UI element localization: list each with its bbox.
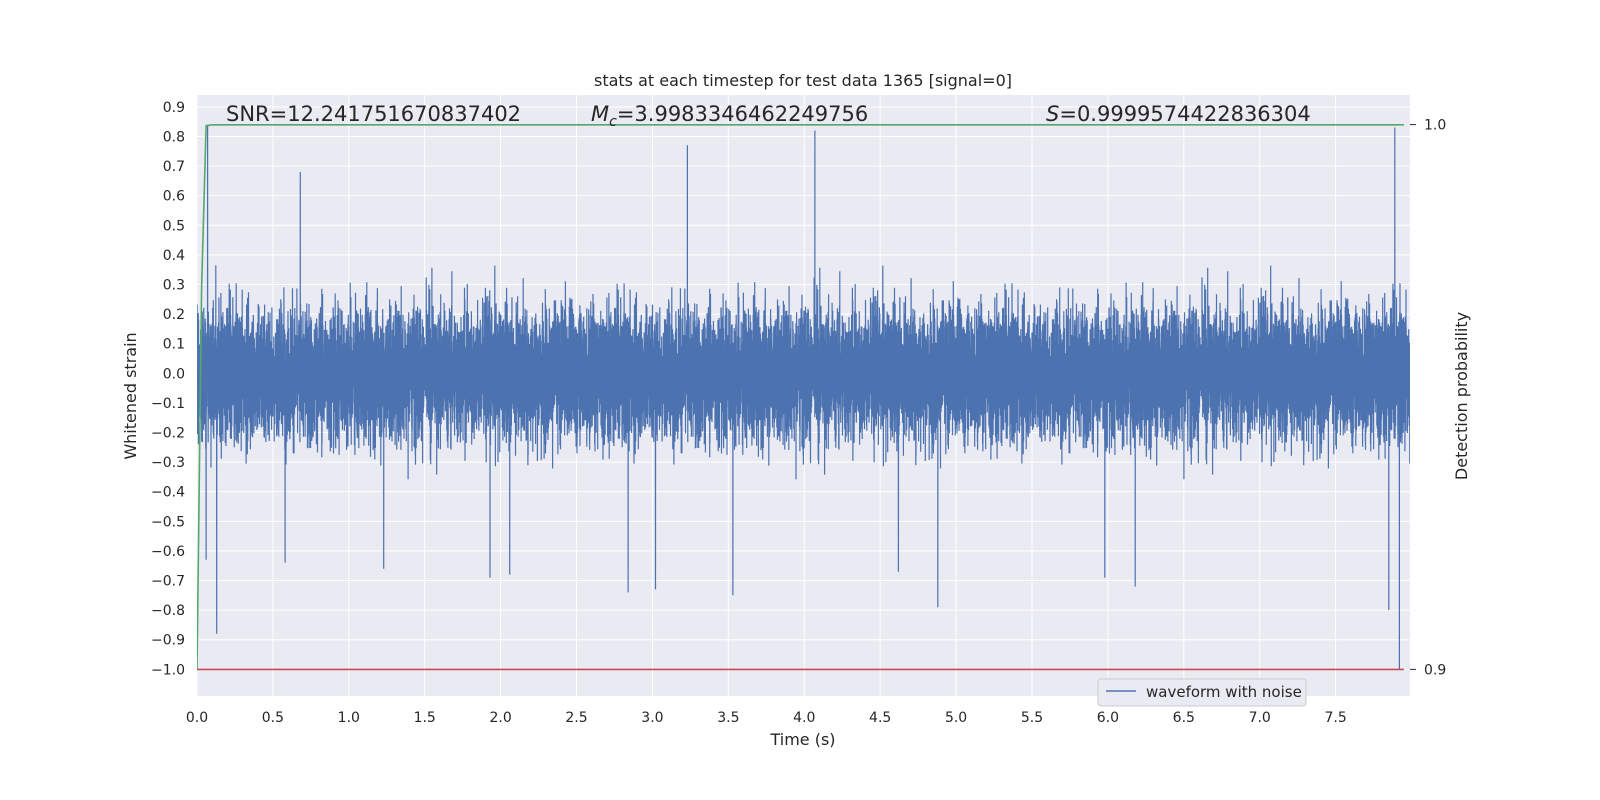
y-tick-label: −0.2 xyxy=(151,426,185,442)
y-tick-label: 0.4 xyxy=(163,248,185,264)
series-layer xyxy=(197,124,1410,671)
x-axis-ticks: 0.0 0.5 1.0 1.5 2.0 2.5 3.0 3.5 4.0 4.5 5.0 5.5 6.0 6… xyxy=(186,710,1347,726)
x-tick-label: 4.5 xyxy=(869,710,891,726)
x-tick-label: 3.5 xyxy=(717,710,739,726)
y-tick-label: −0.1 xyxy=(151,396,185,412)
score-annotation: S=0.9999574422836304 xyxy=(1046,102,1311,126)
series-line-waveform xyxy=(197,124,1410,670)
x-tick-label: 2.5 xyxy=(565,710,587,726)
y-tick-label: −0.4 xyxy=(151,485,185,501)
y-tick-label: 0.8 xyxy=(163,129,185,145)
y-tick-label: 0.2 xyxy=(163,307,185,323)
legend-box xyxy=(1097,678,1307,707)
y-axis-label: Whitened strain xyxy=(121,332,140,459)
x-tick-label: 7.5 xyxy=(1324,710,1346,726)
y-axis-ticks: 0.9 0.8 0.7 0.6 0.5 0.4 0.3 0.2 0.1 0.0 −0.1 −0.2 −0… xyxy=(151,100,185,679)
x-tick-label: 5.0 xyxy=(945,710,967,726)
x-tick-label: 6.5 xyxy=(1173,710,1195,726)
y-tick-label: −0.6 xyxy=(151,544,185,560)
y-tick-label: −0.3 xyxy=(151,455,185,471)
x-tick-label: 1.0 xyxy=(338,710,360,726)
x-tick-label: 0.0 xyxy=(186,710,208,726)
right-axis-ticks: 1.0 0.9 xyxy=(1410,118,1446,678)
y-tick-label: 0.1 xyxy=(163,337,185,353)
y-tick-label: 0.3 xyxy=(163,277,185,293)
chirp-mass-annotation: Mc=3.9983346462249756 xyxy=(591,102,868,130)
chirp-mass-symbol: M xyxy=(591,102,609,126)
legend: waveform with noise xyxy=(1097,678,1307,707)
x-tick-label: 6.0 xyxy=(1097,710,1119,726)
chart-title: stats at each timestep for test data 136… xyxy=(594,71,1012,90)
x-axis-label: Time (s) xyxy=(769,730,835,749)
y-tick-label: −1.0 xyxy=(151,662,185,678)
y-tick-label: 0.7 xyxy=(163,159,185,175)
legend-label-waveform: waveform with noise xyxy=(1146,683,1302,701)
series-line-detection-probability xyxy=(197,124,1404,670)
x-tick-label: 0.5 xyxy=(262,710,284,726)
y-tick-label: 0.5 xyxy=(163,218,185,234)
right-tick-label: 1.0 xyxy=(1424,118,1446,134)
chirp-mass-value: =3.9983346462249756 xyxy=(617,102,868,126)
score-value: =0.9999574422836304 xyxy=(1059,102,1310,126)
chirp-mass-subscript: c xyxy=(609,114,617,130)
y-tick-label: −0.8 xyxy=(151,603,185,619)
x-tick-label: 7.0 xyxy=(1249,710,1271,726)
right-axis-label: Detection probability xyxy=(1452,312,1471,480)
x-tick-label: 2.0 xyxy=(489,710,511,726)
y-tick-label: 0.9 xyxy=(163,100,185,116)
x-tick-label: 5.5 xyxy=(1021,710,1043,726)
y-tick-label: 0.0 xyxy=(163,366,185,382)
y-tick-label: −0.9 xyxy=(151,633,185,649)
y-tick-label: −0.5 xyxy=(151,514,185,530)
snr-annotation: SNR=12.241751670837402 xyxy=(226,102,521,126)
x-tick-label: 3.0 xyxy=(641,710,663,726)
y-tick-label: 0.6 xyxy=(163,189,185,205)
right-tick-label: 0.9 xyxy=(1424,662,1446,678)
x-tick-label: 4.0 xyxy=(793,710,815,726)
y-tick-label: −0.7 xyxy=(151,574,185,590)
score-symbol: S xyxy=(1046,102,1059,126)
x-tick-label: 1.5 xyxy=(414,710,436,726)
